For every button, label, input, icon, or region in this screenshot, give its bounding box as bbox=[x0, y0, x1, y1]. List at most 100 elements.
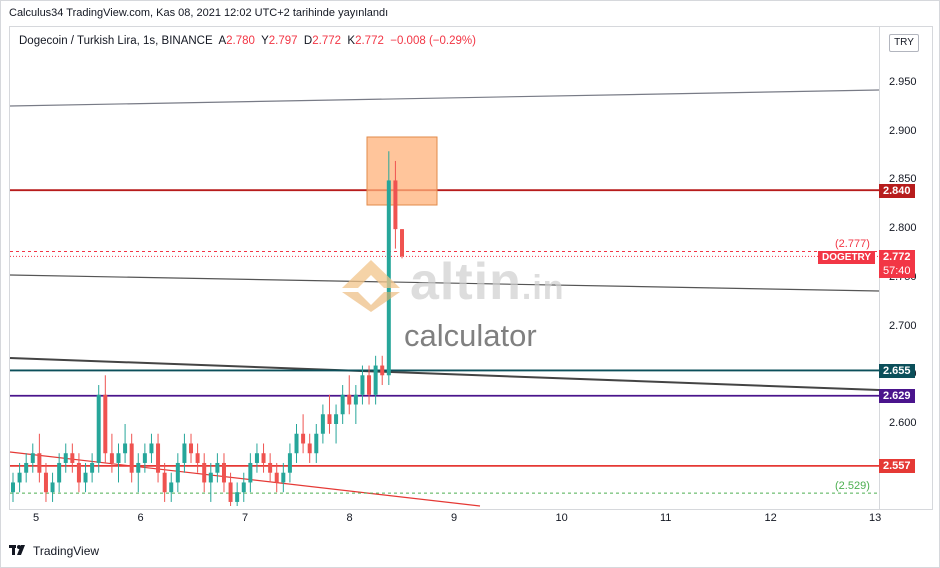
candle-body bbox=[327, 414, 332, 424]
candle-body bbox=[373, 365, 378, 395]
candle-body bbox=[103, 394, 108, 454]
candle-body bbox=[123, 443, 128, 454]
candle-body bbox=[393, 180, 398, 230]
price-tag-teal-level: 2.655 bbox=[879, 364, 915, 378]
candle-body bbox=[11, 482, 15, 493]
candle-body bbox=[248, 462, 253, 483]
candle-body bbox=[202, 462, 207, 483]
candle-body bbox=[195, 453, 200, 463]
candle-body bbox=[136, 462, 141, 473]
candle-body bbox=[175, 462, 180, 483]
watermark-subtitle: calculator bbox=[404, 318, 537, 353]
candle-body bbox=[380, 365, 385, 376]
altin-logo-icon bbox=[340, 258, 402, 319]
time-tick-label: 8 bbox=[346, 512, 353, 524]
high-value: 2.797 bbox=[268, 35, 298, 47]
price-tick-label: 2.800 bbox=[889, 222, 917, 235]
trendline-lower bbox=[9, 357, 880, 391]
candle-body bbox=[37, 453, 42, 473]
candle-body bbox=[320, 414, 325, 434]
candle-body bbox=[241, 482, 246, 493]
candle-body bbox=[43, 472, 48, 493]
candle-body bbox=[109, 453, 114, 463]
price-tick-label: 2.850 bbox=[889, 173, 917, 186]
candle-body bbox=[63, 453, 68, 463]
candle-body bbox=[367, 375, 372, 395]
symbol-legend: Dogecoin / Turkish Lira, 1s, BINANCE A2.… bbox=[19, 35, 476, 47]
candle-body bbox=[90, 462, 95, 473]
low-value: 2.772 bbox=[312, 35, 342, 47]
candle-body bbox=[353, 394, 358, 405]
candle-body bbox=[294, 433, 299, 454]
time-tick-label: 9 bbox=[451, 512, 458, 524]
trendline-middle bbox=[9, 274, 880, 292]
candle-body bbox=[228, 482, 233, 502]
tradingview-footer[interactable]: TradingView bbox=[9, 543, 99, 558]
price-tag-low-red-level: 2.557 bbox=[879, 459, 915, 473]
candle-body bbox=[24, 462, 29, 473]
price-tick-label: 2.600 bbox=[889, 417, 917, 429]
candle-body bbox=[30, 453, 35, 463]
trendline-upper bbox=[9, 89, 880, 107]
candle-body bbox=[149, 443, 154, 454]
trendline-red bbox=[9, 451, 481, 507]
tradingview-logo-icon bbox=[9, 543, 29, 558]
watermark-brand: altin.in bbox=[410, 253, 565, 311]
candle-body bbox=[96, 394, 101, 463]
symbol-title: Dogecoin / Turkish Lira, 1s, BINANCE bbox=[19, 35, 213, 47]
candle-body bbox=[307, 443, 312, 454]
candle-body bbox=[400, 229, 404, 257]
price-tag-current: 2.772 bbox=[879, 250, 915, 264]
candle-body bbox=[235, 492, 240, 502]
candle-body bbox=[142, 453, 147, 463]
symbol-label: DOGETRY bbox=[818, 251, 876, 264]
candle-body bbox=[169, 482, 174, 493]
highlight-box bbox=[366, 136, 438, 206]
candle-body bbox=[340, 394, 345, 415]
currency-button[interactable]: TRY bbox=[889, 34, 919, 52]
candle-body bbox=[76, 462, 81, 483]
candle-body bbox=[208, 472, 213, 483]
time-tick-label: 10 bbox=[555, 512, 568, 524]
candle-body bbox=[83, 472, 88, 483]
change-value: −0.008 (−0.29%) bbox=[390, 35, 476, 47]
price-tag-countdown: 57:40 bbox=[879, 264, 915, 278]
candle-body bbox=[70, 453, 75, 463]
open-value: 2.780 bbox=[226, 35, 255, 47]
price-tick-label: 2.950 bbox=[889, 76, 917, 88]
candle-body bbox=[156, 443, 161, 473]
time-tick-label: 7 bbox=[242, 512, 249, 524]
time-tick-label: 12 bbox=[764, 512, 777, 524]
published-caption: Calculus34 TradingView.com, Kas 08, 2021… bbox=[9, 7, 389, 19]
candle-body bbox=[215, 462, 220, 473]
candle-body bbox=[221, 462, 226, 483]
chart-pane[interactable] bbox=[9, 26, 880, 510]
candle-body bbox=[347, 394, 352, 405]
candle-body bbox=[50, 482, 55, 493]
candle-body bbox=[314, 433, 319, 454]
time-tick-label: 5 bbox=[33, 512, 40, 524]
price-tag-purple-level: 2.629 bbox=[879, 389, 915, 403]
price-tick-label: 2.700 bbox=[889, 319, 917, 332]
candle-body bbox=[334, 414, 339, 424]
dashed-label-upper: (2.777) bbox=[835, 238, 870, 250]
candle-body bbox=[116, 453, 121, 463]
time-tick-label: 6 bbox=[137, 512, 144, 524]
candle-body bbox=[182, 443, 187, 463]
candle-body bbox=[301, 433, 306, 444]
close-value: 2.772 bbox=[355, 35, 384, 47]
price-tick-label: 2.900 bbox=[889, 124, 917, 137]
candle-body bbox=[287, 453, 292, 473]
candle-body bbox=[162, 472, 167, 493]
candle-body bbox=[261, 453, 266, 463]
time-tick-label: 13 bbox=[869, 512, 882, 524]
candle-body bbox=[274, 472, 279, 483]
candle-body bbox=[268, 462, 273, 473]
dashed-label-lower: (2.529) bbox=[835, 480, 870, 492]
candle-body bbox=[189, 443, 194, 454]
candle-body bbox=[281, 472, 286, 483]
time-tick-label: 11 bbox=[660, 512, 672, 524]
candle-body bbox=[129, 443, 134, 473]
candle-body bbox=[57, 462, 62, 483]
